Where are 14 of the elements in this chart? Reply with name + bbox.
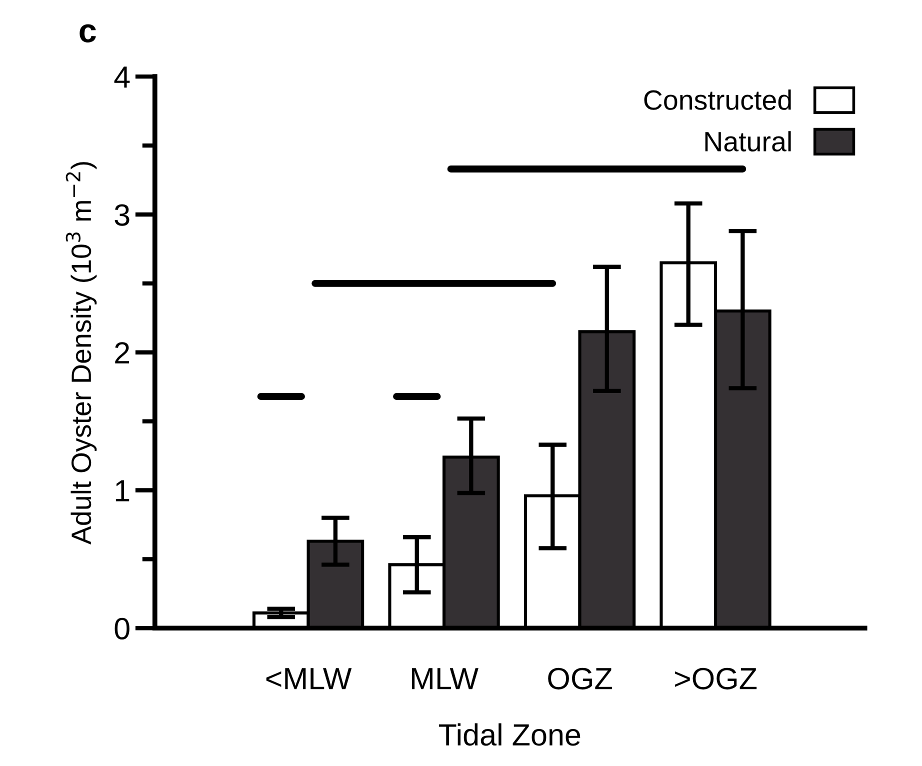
text: c [80, 24, 96, 42]
x-tick-label: >OGZ [675, 668, 757, 690]
x-tick-label: MLW [412, 668, 478, 690]
x-axis-title: Tidal Zone [438, 723, 580, 746]
x-tick-label: OGZ [548, 668, 612, 690]
y-tick-label: 1 [116, 480, 130, 502]
legend-label: Natural [705, 131, 791, 152]
y-tick-label: 2 [115, 342, 130, 364]
y-tick-label: 0 [114, 618, 130, 640]
legend-label: Constructed [644, 90, 791, 110]
y-tick-label: 3 [114, 204, 130, 226]
y-axis-title: Adult Oyster Density (10$^{3}$ m$^{−2}$) [66, 162, 97, 545]
y-tick-label: 4 [114, 66, 130, 88]
x-tick-label: <MLW [266, 668, 352, 690]
